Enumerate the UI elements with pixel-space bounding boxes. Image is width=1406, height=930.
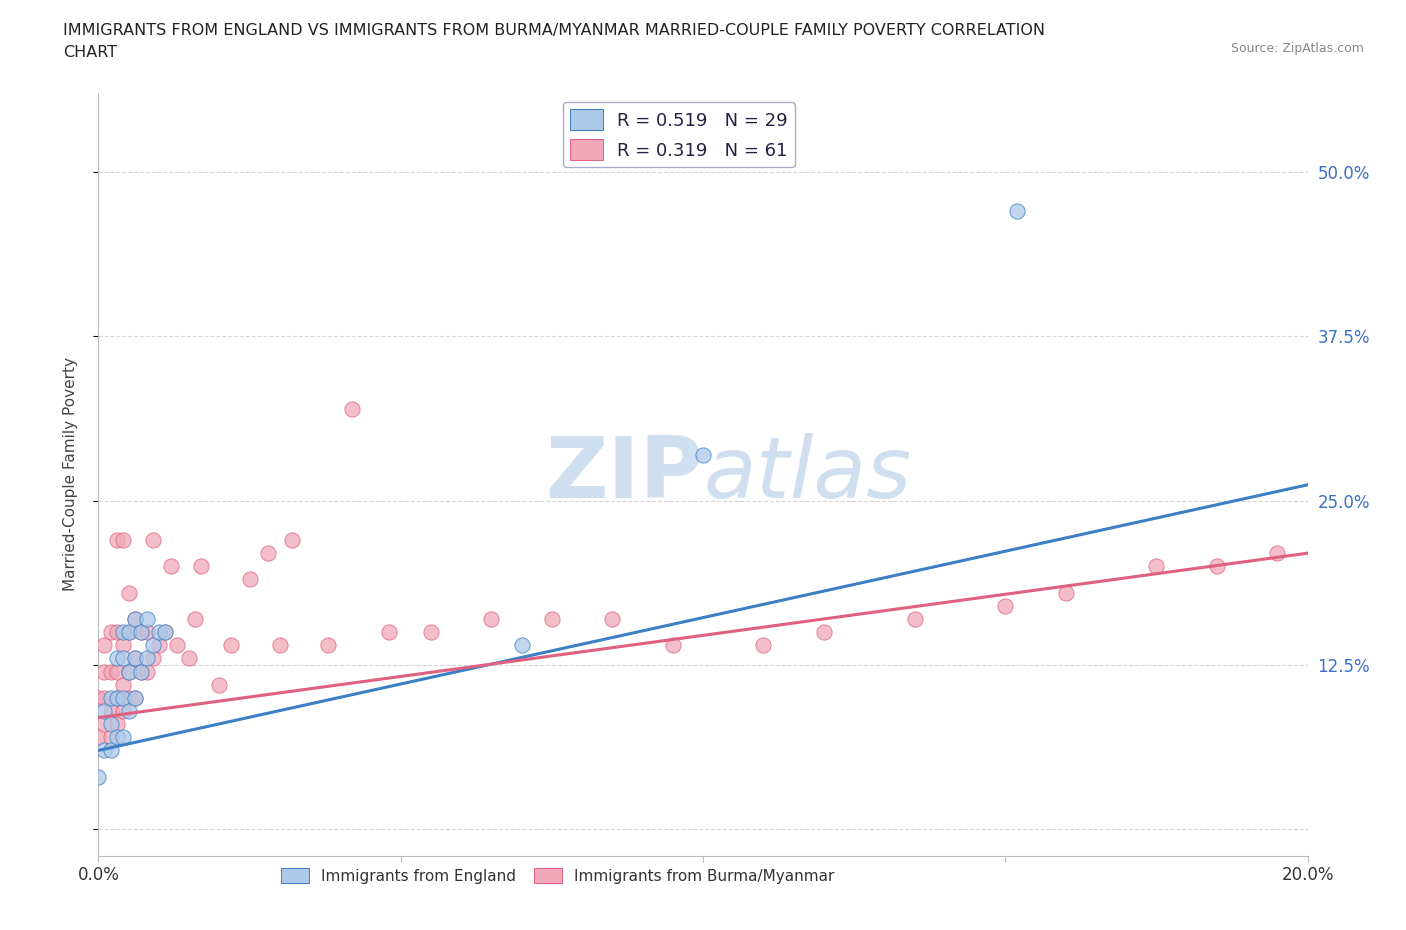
Point — [93, 703, 115, 718]
Point — [105, 664, 128, 679]
Point — [100, 743, 122, 758]
Point — [166, 638, 188, 653]
Point — [118, 625, 141, 640]
Point — [904, 612, 927, 627]
Point — [100, 690, 122, 705]
Y-axis label: Married-Couple Family Poverty: Married-Couple Family Poverty — [63, 357, 77, 591]
Point — [1054, 585, 1077, 600]
Point — [111, 625, 134, 640]
Point — [1206, 559, 1229, 574]
Text: atlas: atlas — [703, 432, 911, 516]
Point — [540, 612, 562, 627]
Point — [1267, 546, 1289, 561]
Point — [994, 598, 1017, 613]
Point — [692, 447, 714, 462]
Point — [118, 703, 141, 718]
Point — [153, 625, 176, 640]
Point — [377, 625, 399, 640]
Text: Source: ZipAtlas.com: Source: ZipAtlas.com — [1230, 42, 1364, 55]
Point — [105, 730, 128, 745]
Point — [481, 612, 503, 627]
Point — [813, 625, 835, 640]
Point — [135, 625, 157, 640]
Point — [100, 625, 122, 640]
Point — [1144, 559, 1167, 574]
Point — [111, 690, 134, 705]
Point — [160, 559, 183, 574]
Point — [602, 612, 624, 627]
Legend: Immigrants from England, Immigrants from Burma/Myanmar: Immigrants from England, Immigrants from… — [276, 862, 841, 890]
Text: IMMIGRANTS FROM ENGLAND VS IMMIGRANTS FROM BURMA/MYANMAR MARRIED-COUPLE FAMILY P: IMMIGRANTS FROM ENGLAND VS IMMIGRANTS FR… — [63, 23, 1045, 38]
Point — [105, 533, 128, 548]
Point — [129, 625, 152, 640]
Point — [124, 690, 146, 705]
Point — [142, 533, 165, 548]
Point — [100, 703, 122, 718]
Point — [148, 625, 170, 640]
Point — [135, 651, 157, 666]
Point — [510, 638, 533, 653]
Point — [281, 533, 304, 548]
Point — [269, 638, 291, 653]
Point — [190, 559, 212, 574]
Point — [135, 612, 157, 627]
Point — [124, 612, 146, 627]
Point — [208, 677, 231, 692]
Point — [129, 664, 152, 679]
Point — [105, 717, 128, 732]
Point — [87, 769, 110, 784]
Point — [105, 690, 128, 705]
Point — [342, 401, 364, 416]
Point — [142, 638, 165, 653]
Point — [124, 612, 146, 627]
Point — [118, 664, 141, 679]
Point — [93, 743, 115, 758]
Point — [111, 533, 134, 548]
Point — [111, 638, 134, 653]
Text: ZIP: ZIP — [546, 432, 703, 516]
Point — [124, 651, 146, 666]
Point — [124, 651, 146, 666]
Point — [111, 677, 134, 692]
Point — [118, 625, 141, 640]
Point — [111, 730, 134, 745]
Point — [256, 546, 278, 561]
Point — [153, 625, 176, 640]
Point — [93, 690, 115, 705]
Point — [93, 664, 115, 679]
Point — [100, 730, 122, 745]
Point — [93, 638, 115, 653]
Point — [129, 664, 152, 679]
Point — [661, 638, 683, 653]
Point — [87, 730, 110, 745]
Point — [100, 664, 122, 679]
Point — [118, 690, 141, 705]
Text: CHART: CHART — [63, 45, 117, 60]
Point — [316, 638, 339, 653]
Point — [105, 690, 128, 705]
Point — [87, 690, 110, 705]
Point — [1007, 204, 1029, 219]
Point — [135, 664, 157, 679]
Point — [124, 690, 146, 705]
Point — [118, 585, 141, 600]
Point — [184, 612, 207, 627]
Point — [100, 717, 122, 732]
Point — [752, 638, 775, 653]
Point — [239, 572, 262, 587]
Point — [221, 638, 243, 653]
Point — [142, 651, 165, 666]
Point — [420, 625, 443, 640]
Point — [93, 717, 115, 732]
Point — [111, 651, 134, 666]
Point — [105, 651, 128, 666]
Point — [111, 703, 134, 718]
Point — [129, 625, 152, 640]
Point — [118, 664, 141, 679]
Point — [105, 625, 128, 640]
Point — [148, 638, 170, 653]
Point — [179, 651, 201, 666]
